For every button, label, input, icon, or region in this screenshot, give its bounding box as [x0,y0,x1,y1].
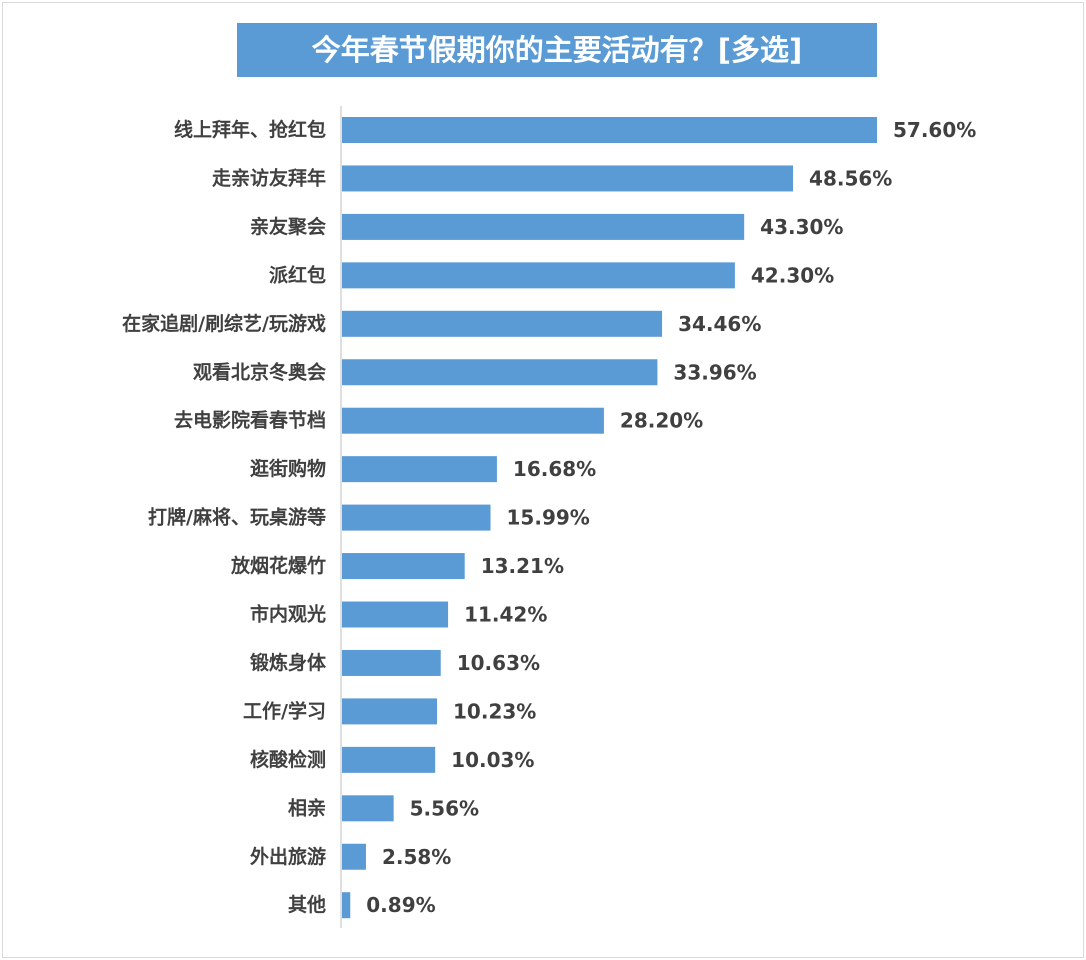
bar [342,553,465,580]
category-label: 亲友聚会 [250,215,326,238]
value-label: 57.60% [893,118,976,142]
category-label: 在家追剧/刷综艺/玩游戏 [122,312,326,335]
category-label: 放烟花爆竹 [230,554,326,577]
value-label: 15.99% [507,506,590,530]
value-label: 48.56% [809,166,892,190]
bar [342,601,449,628]
category-label: 派红包 [269,263,326,286]
bar [342,456,497,483]
value-label: 11.42% [464,603,547,627]
bar [342,407,604,434]
value-label: 43.30% [760,215,843,239]
bar [342,262,735,289]
category-label: 工作/学习 [243,699,326,722]
category-label: 线上拜年、抢红包 [174,118,326,141]
value-label: 10.03% [451,748,534,772]
category-label: 观看北京冬奥会 [193,360,326,383]
bar [342,892,351,919]
bar [342,843,366,870]
bar [342,359,658,386]
bar [342,746,436,773]
bar [342,504,491,531]
category-label: 其他 [288,893,326,916]
bar [342,165,794,192]
bar [342,698,438,725]
value-label: 10.23% [453,699,536,723]
bar [342,649,441,676]
category-label: 核酸检测 [250,748,326,771]
category-label: 走亲访友拜年 [212,166,326,189]
bar [342,310,663,337]
value-label: 42.30% [751,263,834,287]
category-label: 打牌/麻将、玩桌游等 [148,506,326,529]
category-label: 逛街购物 [250,457,326,480]
value-label: 34.46% [678,312,761,336]
value-label: 13.21% [481,554,564,578]
bar [342,117,877,143]
value-label: 16.68% [513,457,596,481]
chart-title: 今年春节假期你的主要活动有？[多选] [237,23,877,77]
value-label: 33.96% [673,360,756,384]
category-label: 相亲 [288,796,326,819]
value-label: 5.56% [410,796,479,820]
value-label: 0.89% [366,893,435,917]
bar [342,213,745,240]
category-label: 外出旅游 [250,845,326,868]
category-label: 市内观光 [250,603,326,626]
bar [342,795,394,822]
value-label: 10.63% [457,651,540,675]
value-label: 28.20% [620,409,703,433]
category-label: 去电影院看春节档 [174,409,326,432]
category-label: 锻炼身体 [250,651,327,674]
value-label: 2.58% [382,845,451,869]
